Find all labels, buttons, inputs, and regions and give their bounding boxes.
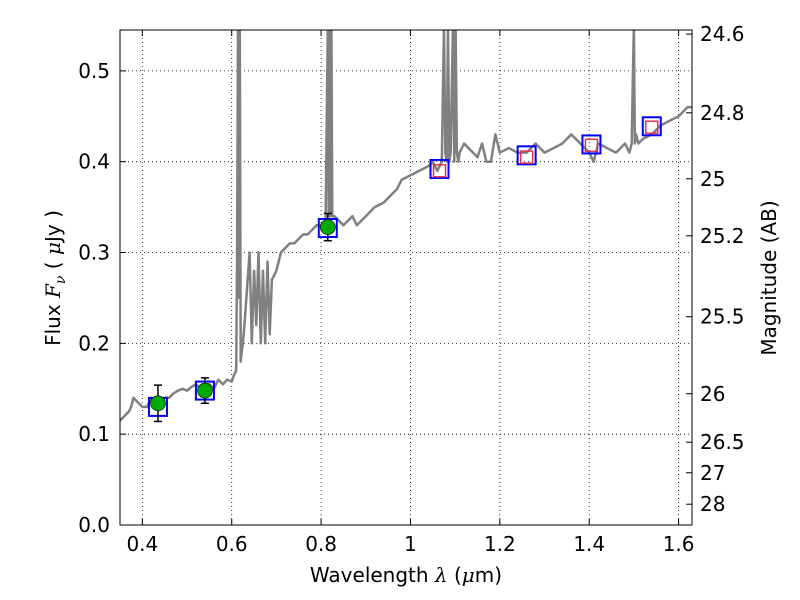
x-tick-label: 0.4 [126,532,158,556]
photometry-square [641,116,662,137]
y2-axis-label: Magnitude (AB) [757,200,781,355]
photometry-square [429,158,450,179]
y2-tick-label: 26 [700,382,725,406]
y-tick-label: 0.5 [78,59,110,83]
y2-tick-label: 26.5 [700,430,745,454]
detection-point [150,395,166,412]
model-square [519,150,534,164]
tick-layer: 0.4 0.6 0.8 1 1.2 1.4 1.6 0.0 0.1 0.2 0.3 0.4 0.5 24.… [78,22,744,556]
detection-point [319,219,336,235]
plot-frame [119,29,693,526]
y2-tick-label: 24.6 [700,22,745,46]
model-square [645,120,659,134]
y-tick-label: 0.3 [78,241,110,265]
marker-layer [147,116,662,423]
photometry-square [516,145,537,166]
x-tick-label: 1.4 [573,532,605,556]
photometry-square [581,134,602,155]
model-square [584,138,599,153]
x-tick-label: 1.2 [484,532,516,556]
detection-point [197,382,213,399]
x-tick-label: 1 [404,532,417,556]
y-tick-label: 0.0 [78,513,110,537]
x-tick-label: 0.8 [305,532,337,556]
x-tick-label: 0.6 [216,532,248,556]
y2-tick-label: 25.2 [700,224,745,248]
y-tick-label: 0.4 [78,150,110,174]
y-tick-label: 0.2 [78,331,110,355]
y2-tick-label: 24.8 [700,101,745,125]
model-square [432,164,447,178]
y-axis-label: Flux Fν ( μJy ) [41,210,69,346]
y2-tick-label: 25.5 [700,305,745,329]
x-axis-label: Wavelength λ (μm) [310,563,502,587]
x-tick-label: 1.6 [663,532,695,556]
y-tick-label: 0.1 [78,422,110,446]
y2-tick-label: 27 [700,461,725,485]
y2-tick-label: 25 [700,167,725,191]
y2-tick-label: 28 [700,492,725,516]
